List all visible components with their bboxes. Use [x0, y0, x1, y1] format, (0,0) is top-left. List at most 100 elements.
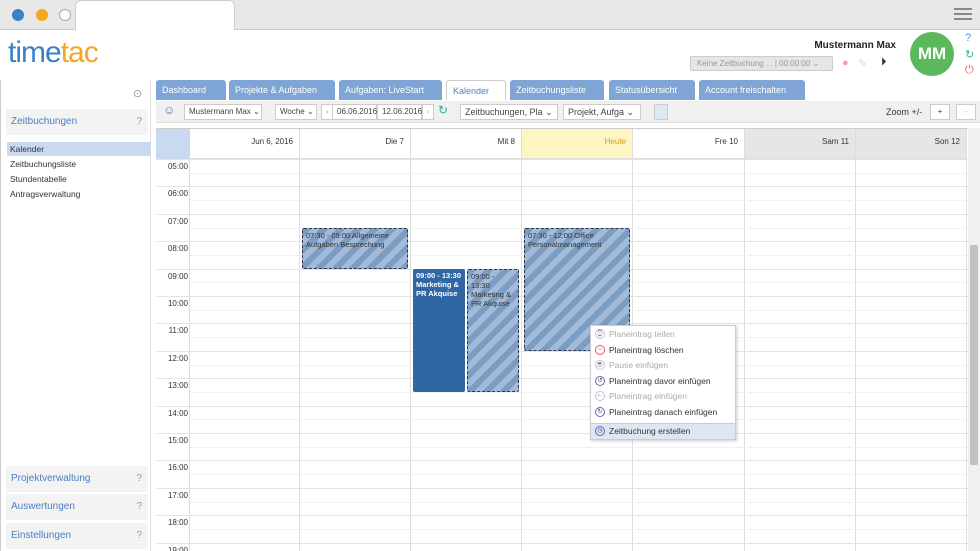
hour-label: 13:00 — [167, 381, 188, 391]
menu-icon[interactable] — [954, 8, 972, 23]
view-select[interactable]: Woche ⌄ — [275, 104, 317, 120]
play-icon[interactable]: ⏵ — [881, 56, 887, 68]
sidebar-item-antragsverwaltung[interactable]: Antragsverwaltung — [10, 189, 81, 199]
day-header[interactable]: Jun 6, 2016 — [190, 129, 300, 159]
sidebar-section-auswertungen[interactable]: Auswertungen? — [6, 494, 148, 520]
sidebar: ⊙ Zeitbuchungen? Kalender Zeitbuchungsli… — [0, 80, 151, 551]
window-maximize-button[interactable] — [59, 9, 71, 21]
avatar[interactable]: MM — [910, 32, 954, 76]
browser-tab[interactable] — [75, 0, 235, 30]
note-icon[interactable]: ✎ — [858, 58, 868, 70]
scrollbar-thumb[interactable] — [970, 245, 978, 465]
tab-zeitbuchungsliste[interactable]: Zeitbuchungsliste — [510, 80, 604, 100]
calendar-event[interactable]: 07:30 - 09:00 Allgemeine Aufgaben Bespre… — [302, 227, 408, 269]
half-hour-line — [190, 200, 968, 202]
timer-dropdown[interactable]: Keine Zeitbuchung ... | 00:00:00 ⌄ — [690, 56, 833, 71]
tab-livestart[interactable]: Aufgaben: LiveStart — [339, 80, 442, 100]
hour-line — [156, 515, 968, 517]
tab-kalender[interactable]: Kalender — [446, 80, 506, 100]
hour-line — [156, 433, 968, 434]
context-menu-item[interactable]: ☕ Pause einfügen — [591, 358, 735, 374]
tab-dashboard[interactable]: Dashboard — [156, 80, 226, 100]
window-minimize-button[interactable] — [36, 9, 48, 21]
refresh-icon[interactable]: ↻ — [438, 103, 449, 117]
menu-item-label: Zeitbuchung erstellen — [609, 426, 691, 436]
day-header[interactable]: Die 7 — [300, 129, 411, 159]
window-titlebar — [0, 0, 980, 30]
hour-line — [156, 542, 968, 544]
refresh-icon[interactable]: ↻ — [965, 49, 975, 61]
next-button[interactable]: › — [422, 104, 434, 120]
menu-item-label: Planeintrag danach einfügen — [609, 406, 718, 417]
day-header[interactable]: Mit 8 — [411, 129, 522, 159]
help-icon[interactable]: ? — [136, 473, 142, 484]
menu-item-icon: ⌚ — [595, 329, 605, 339]
power-icon[interactable]: ⏻ — [965, 64, 974, 76]
context-menu-item[interactable]: ↺ Planeintrag davor einfügen — [591, 374, 735, 390]
menu-item-icon: ↺ — [595, 375, 605, 386]
sidebar-section-projektverwaltung[interactable]: Projektverwaltung? — [6, 466, 148, 492]
day-column[interactable] — [411, 159, 522, 551]
type-filter[interactable]: Zeitbuchungen, Pla ⌄ — [460, 104, 558, 120]
hour-line — [156, 186, 968, 188]
context-menu-item[interactable]: ◷ Zeitbuchung erstellen — [591, 423, 735, 439]
calendar-event[interactable]: 09:00 - 13:30 Marketing & PR Akquise — [467, 268, 519, 392]
day-column[interactable] — [856, 159, 967, 551]
tab-statusuebersicht[interactable]: Statusübersicht — [609, 80, 695, 100]
hour-line — [156, 378, 968, 380]
menu-item-label: Planeintrag davor einfügen — [609, 375, 711, 386]
help-icon[interactable]: ? — [136, 530, 142, 541]
day-header[interactable]: Son 12 — [856, 129, 967, 159]
help-icon[interactable]: ? — [136, 501, 142, 512]
day-header[interactable]: Heute — [522, 129, 633, 159]
help-icon[interactable]: ? — [965, 32, 972, 44]
day-column[interactable] — [745, 159, 856, 551]
timer-text: Keine Zeitbuchung ... — [697, 59, 773, 68]
tab-account[interactable]: Account freischalten — [699, 80, 805, 100]
collapse-icon[interactable]: ⊙ — [133, 88, 143, 100]
user-name: Mustermann Max — [814, 40, 896, 51]
sidebar-item-stundentabelle[interactable]: Stundentabelle — [10, 174, 67, 184]
menu-item-label: Planeintrag teilen — [609, 329, 675, 339]
context-menu-item[interactable]: − Planeintrag löschen — [591, 343, 735, 359]
project-filter[interactable]: Projekt, Aufga ⌄ — [563, 104, 641, 120]
day-column[interactable] — [300, 159, 411, 551]
half-hour-line — [190, 528, 968, 530]
sidebar-section-zeitbuchungen[interactable]: Zeitbuchungen? — [6, 109, 148, 135]
sidebar-item-kalender[interactable]: Kalender — [7, 142, 151, 156]
export-icon[interactable] — [654, 104, 668, 120]
zoom-out-button[interactable]: - — [956, 104, 976, 120]
day-column[interactable] — [633, 159, 745, 551]
half-hour-line — [190, 501, 968, 503]
sidebar-section-einstellungen[interactable]: Einstellungen? — [6, 523, 148, 549]
user-select[interactable]: Mustermann Max ⌄ — [184, 104, 262, 120]
hour-label: 08:00 — [167, 244, 188, 254]
half-hour-line — [190, 474, 968, 476]
hour-label: 16:00 — [167, 463, 188, 473]
context-menu-item[interactable]: ⌚ Planeintrag teilen — [591, 327, 735, 343]
day-header[interactable]: Sam 11 — [745, 129, 856, 159]
zoom-in-button[interactable]: + — [930, 104, 950, 120]
tab-projekte[interactable]: Projekte & Aufgaben — [229, 80, 335, 100]
help-icon[interactable]: ? — [136, 116, 142, 127]
calendar-event[interactable]: 09:00 - 13:30 Marketing & PR Akquise — [413, 268, 465, 392]
menu-item-label: Pause einfügen — [609, 360, 669, 370]
hour-label: 10:00 — [167, 299, 188, 308]
day-column[interactable] — [190, 159, 300, 551]
hour-label: 05:00 — [167, 162, 188, 171]
hour-label: 07:00 — [167, 216, 188, 226]
hour-line — [156, 405, 968, 407]
context-menu-item[interactable]: ⇠ Planeintrag einfügen — [591, 389, 735, 405]
hour-line — [156, 460, 968, 462]
date-from[interactable]: 06.06.2016 — [332, 104, 377, 120]
stop-icon[interactable]: ● — [842, 57, 849, 69]
sidebar-item-zeitbuchungsliste[interactable]: Zeitbuchungsliste — [10, 159, 77, 169]
half-hour-line — [190, 419, 968, 421]
day-header[interactable]: Fre 10 — [633, 129, 745, 159]
date-to[interactable]: 12.06.2016 — [377, 104, 422, 120]
hour-label: 12:00 — [167, 353, 188, 363]
context-menu-item[interactable]: ↻ Planeintrag danach einfügen — [591, 405, 735, 421]
calendar-grid: Jun 6, 2016 Die 7 Mit 8 Heute Fre 10 Sam 11 So… — [156, 128, 968, 551]
grid-corner — [156, 129, 190, 159]
window-close-button[interactable] — [12, 9, 24, 21]
